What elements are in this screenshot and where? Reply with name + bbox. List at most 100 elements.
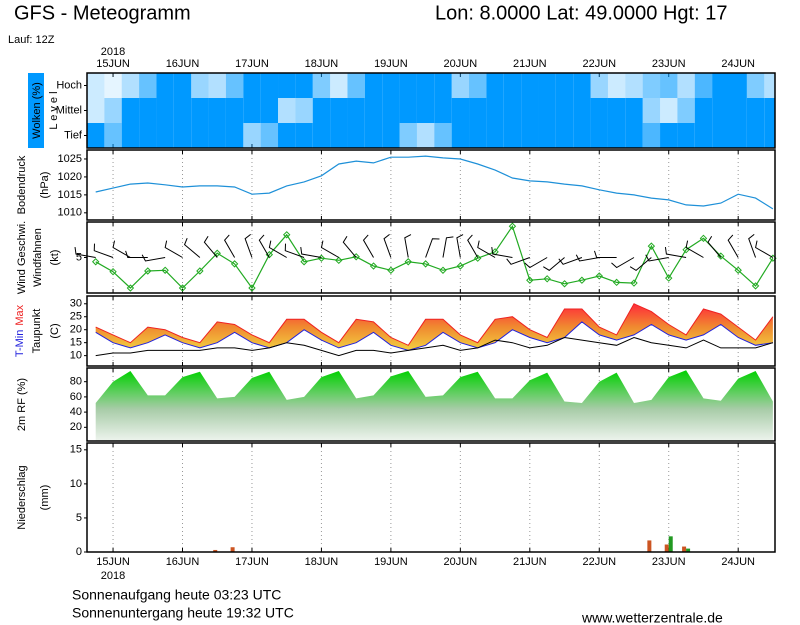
precip-bar xyxy=(686,548,691,552)
cloud-cell xyxy=(295,123,313,148)
y-tick-label: 1010 xyxy=(58,207,82,219)
cloud-cell xyxy=(677,98,695,123)
series-name: T-Min xyxy=(14,330,26,358)
y-tick-label: 1020 xyxy=(58,171,82,183)
wind-barb xyxy=(593,250,617,258)
wind-barb xyxy=(342,235,357,258)
marker xyxy=(560,280,569,288)
series-name: 2m RF (%) xyxy=(16,378,28,431)
cloud-cell xyxy=(712,123,730,148)
cloud-level-label: Hoch xyxy=(56,79,82,91)
wind-barb xyxy=(425,238,440,258)
marker xyxy=(282,231,291,239)
marker xyxy=(109,267,117,276)
cloud-cell xyxy=(87,123,105,148)
panel-background xyxy=(87,222,775,293)
cloud-cell xyxy=(104,73,122,98)
cloud-cell xyxy=(347,73,365,98)
y-axis-label: Niederschlag xyxy=(16,465,28,529)
cloud-cell xyxy=(347,123,365,148)
cloud-cell xyxy=(295,98,313,123)
marker xyxy=(630,279,638,287)
x-tick-label: 19JUN xyxy=(374,58,408,70)
x-tick-label: 21JUN xyxy=(513,556,547,568)
cloud-cell xyxy=(694,73,713,98)
marker xyxy=(161,266,169,274)
y-tick-label: 80 xyxy=(70,376,82,388)
x-tick-label: 24JUN xyxy=(721,58,755,70)
wind-barb xyxy=(268,240,287,258)
wind-barb xyxy=(258,234,270,258)
wind-barb xyxy=(664,247,687,258)
panel-frame xyxy=(86,367,776,442)
x-tick-label: 18JUN xyxy=(305,556,339,568)
marker xyxy=(578,276,586,284)
x-tick-label: 22JUN xyxy=(582,556,616,568)
cloud-cell xyxy=(399,73,417,98)
y-axis-label: Bodendruck xyxy=(16,155,28,214)
cloud-cell xyxy=(607,73,626,98)
cloud-cell xyxy=(156,98,174,123)
y-axis-unit: (hPa) xyxy=(39,172,51,199)
title: GFS - Meteogramm xyxy=(14,2,191,24)
cloud-cell xyxy=(486,73,504,98)
wind-barb xyxy=(707,235,722,258)
cloud-cell xyxy=(260,98,279,123)
cloud-cell xyxy=(625,123,643,148)
y-tick-label: 0 xyxy=(76,546,82,558)
cloud-cell xyxy=(764,98,775,123)
cloud-cell xyxy=(573,98,591,123)
marker xyxy=(369,262,378,270)
cloud-cell xyxy=(225,98,244,123)
y-tick-label: 25 xyxy=(70,311,82,323)
marker xyxy=(734,266,742,274)
cloud-cell xyxy=(746,98,765,123)
cloud-cell xyxy=(642,98,661,123)
cloud-cell xyxy=(191,123,209,148)
wind-barb xyxy=(383,234,392,258)
sunset: Sonnenuntergang heute 19:32 UTC xyxy=(72,605,294,621)
cloud-cell xyxy=(104,98,122,123)
wind-barb xyxy=(629,257,652,271)
wind-barb xyxy=(491,247,513,258)
y-axis-unit: (mm) xyxy=(39,485,51,511)
wind-barb xyxy=(442,236,454,258)
x-tick-label: 15JUN xyxy=(96,58,130,70)
cloud-cell xyxy=(712,73,730,98)
panel-background xyxy=(87,150,775,220)
cloud-cell xyxy=(434,73,452,98)
cloud-cell xyxy=(451,73,470,98)
x-tick-label: 16JUN xyxy=(166,58,200,70)
y-tick-label: 1015 xyxy=(58,189,82,201)
cloud-cell xyxy=(469,123,487,148)
marker xyxy=(508,222,517,230)
cloud-cell xyxy=(364,73,383,98)
cloud-cell xyxy=(555,73,574,98)
x-tick-label: 23JUN xyxy=(652,58,686,70)
cloud-cell xyxy=(694,123,713,148)
precip-bar xyxy=(230,547,235,552)
cloud-cell xyxy=(312,98,331,123)
cloud-cell xyxy=(764,73,775,98)
wind-barb xyxy=(244,234,253,258)
panel-frame xyxy=(86,72,776,149)
x-tick-label: 18JUN xyxy=(305,58,339,70)
wind-barb xyxy=(362,234,374,258)
wind-barb xyxy=(404,234,412,258)
panel-frame xyxy=(86,149,776,221)
cloud-cell xyxy=(330,123,348,148)
cloud-cell xyxy=(729,123,747,148)
cloud-cell xyxy=(590,123,608,148)
cloud-cell xyxy=(364,123,383,148)
y-tick-label: 15 xyxy=(70,444,82,456)
cloud-cell xyxy=(208,123,226,148)
cloud-cell xyxy=(712,98,730,123)
cloud-cell xyxy=(538,73,556,98)
wind-barb xyxy=(543,257,565,271)
cloud-cell xyxy=(607,123,626,148)
cloud-cell xyxy=(260,73,279,98)
year-label: 2018 xyxy=(101,570,125,582)
marker xyxy=(665,274,673,282)
cloud-cell xyxy=(243,123,261,148)
cloud-cell xyxy=(469,98,487,123)
